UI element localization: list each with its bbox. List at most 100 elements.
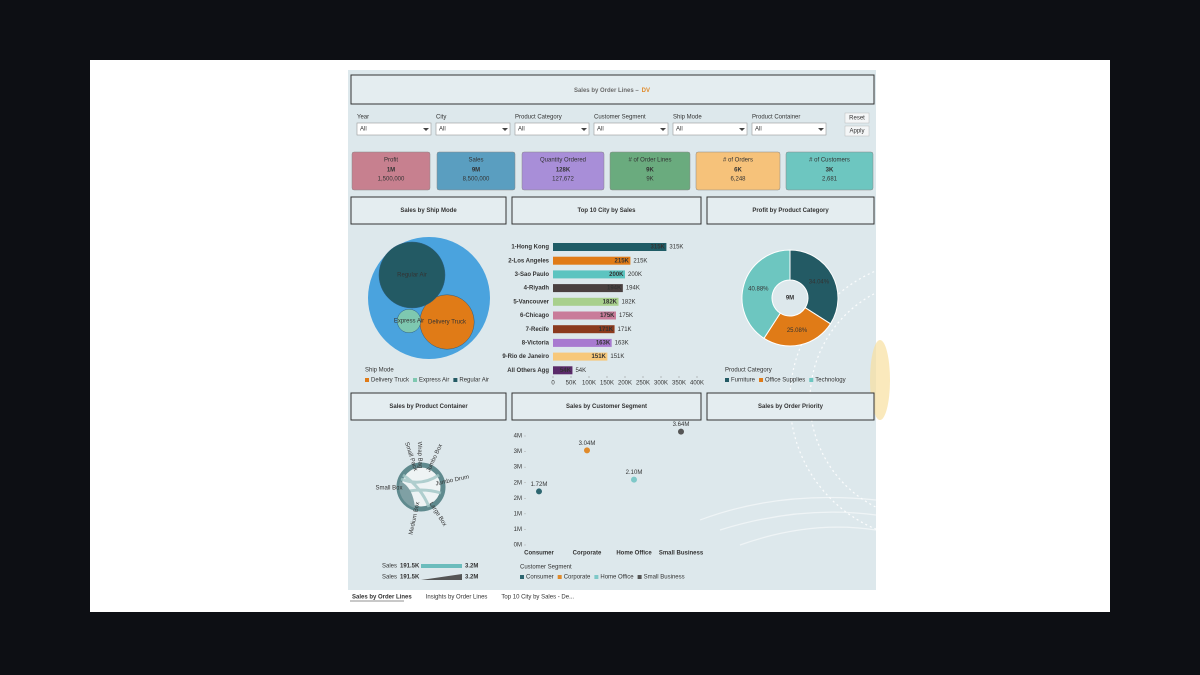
filter-dropdown[interactable] — [514, 122, 590, 136]
slice-label: 40.88% — [748, 286, 769, 292]
filter-dropdown[interactable] — [751, 122, 827, 136]
panel-header — [706, 196, 875, 225]
chord-big — [399, 481, 415, 508]
filter-value: All — [439, 127, 446, 133]
bar — [553, 366, 573, 375]
x-tick-label: 100K — [582, 381, 596, 387]
kpi-value: 1M — [387, 168, 395, 174]
filter-dropdown[interactable] — [356, 122, 432, 136]
legend-ramp — [421, 574, 462, 580]
bar-inner-label: 200K — [609, 272, 624, 278]
bar-value-label: 54K — [575, 368, 586, 374]
kpi-label: # of Order Lines — [628, 158, 671, 164]
chord-label: Wrap Bag — [416, 442, 423, 469]
legend-label: Technology — [815, 378, 845, 384]
title-accent: DV — [642, 88, 650, 94]
legend-title: Ship Mode — [365, 368, 394, 374]
dropdown-arrow — [660, 128, 666, 131]
bar-inner-label: 182K — [603, 299, 618, 305]
point — [631, 476, 637, 483]
kpi-detail: 9K — [646, 177, 653, 183]
donut-center: 9M — [786, 296, 794, 302]
kpi-label: # of Customers — [809, 158, 850, 164]
dropdown-arrow — [423, 128, 429, 131]
legend-swatch — [637, 575, 642, 579]
legend-min: 191.5K — [400, 575, 420, 581]
x-tick-label: 250K — [636, 381, 650, 387]
kpi-value: 128K — [556, 168, 571, 174]
legend-label: Regular Air — [459, 378, 489, 384]
dropdown-arrow — [818, 128, 824, 131]
category-label: 5-Vancouver — [513, 299, 549, 305]
bar-value-label: 171K — [618, 327, 632, 333]
bubble — [378, 241, 446, 309]
bar — [553, 352, 608, 361]
x-tick-label: 300K — [654, 381, 668, 387]
panel-title: Sales by Ship Mode — [400, 208, 457, 214]
legend-label: Corporate — [564, 575, 591, 581]
button[interactable] — [844, 112, 870, 124]
kpi-label: Sales — [468, 158, 483, 164]
bubble-label: Regular Air — [397, 273, 427, 279]
filter-value: All — [755, 127, 762, 133]
filter-dropdown[interactable] — [593, 122, 669, 136]
filter-label: City — [436, 115, 446, 121]
title-box — [350, 74, 875, 105]
x-tick-label: 400K — [690, 381, 704, 387]
y-tick-label: 2M — [514, 496, 522, 502]
title: Sales by Order Lines – DV — [574, 88, 650, 94]
title-text: Sales by Order Lines – — [574, 88, 639, 94]
legend-label: Small Business — [644, 575, 685, 581]
legend-label: Sales — [382, 575, 397, 581]
x-tick-label: 200K — [618, 381, 632, 387]
panel-header — [350, 196, 507, 225]
point-label: 3.04M — [579, 441, 596, 447]
filter-dropdown[interactable] — [435, 122, 511, 136]
legend-label: Sales — [382, 564, 397, 570]
filter-dropdown[interactable] — [672, 122, 748, 136]
panel-title: Sales by Product Container — [389, 404, 468, 410]
legend-swatch — [453, 378, 458, 382]
legend-label: Furniture — [731, 378, 756, 384]
x-tick-label: Corporate — [573, 551, 602, 557]
bar-inner-label: 215K — [615, 258, 630, 264]
bar-inner-label: 175K — [600, 313, 615, 319]
x-tick-label: 50K — [566, 381, 577, 387]
tab[interactable]: Top 10 City by Sales - De... — [501, 595, 574, 601]
donut-slice — [789, 249, 839, 325]
filter-label: Customer Segment — [594, 115, 646, 121]
bar-inner-label: 315K — [651, 245, 666, 251]
kpi-value: 9M — [472, 168, 480, 174]
button-label: Reset — [849, 116, 865, 122]
kpi-card — [521, 151, 605, 191]
y-tick-label: 1M — [514, 527, 522, 533]
point — [536, 488, 542, 495]
donut-slice — [741, 249, 791, 340]
tab[interactable]: Insights by Order Lines — [426, 595, 488, 601]
bar — [553, 284, 623, 293]
panel-header — [511, 392, 702, 421]
bar-value-label: 182K — [622, 299, 636, 305]
filter-value: All — [360, 127, 367, 133]
legend-swatch — [809, 378, 814, 382]
legend-label: Express Air — [419, 378, 449, 384]
category-label: All Others Agg — [507, 368, 549, 374]
point-label: 3.64M — [673, 422, 690, 428]
panel-title: Profit by Product Category — [752, 208, 829, 214]
kpi-label: Quantity Ordered — [540, 158, 586, 164]
bar — [553, 297, 619, 306]
button[interactable] — [844, 125, 870, 137]
bubble-label: Express Air — [394, 319, 424, 325]
slice-label: 25.08% — [787, 328, 808, 334]
kpi-detail: 6,248 — [730, 177, 746, 183]
kpi-label: Profit — [384, 158, 398, 164]
bar-value-label: 215K — [633, 258, 647, 264]
legend-swatch — [365, 378, 369, 382]
legend-swatch — [413, 378, 418, 382]
category-label: 8-Victoria — [522, 340, 550, 346]
x-tick-label: Home Office — [616, 551, 652, 557]
tab[interactable]: Sales by Order Lines — [352, 595, 412, 601]
category-label: 2-Los Angeles — [508, 258, 549, 264]
kpi-value: 3K — [826, 168, 834, 174]
bar-value-label: 163K — [615, 340, 629, 346]
